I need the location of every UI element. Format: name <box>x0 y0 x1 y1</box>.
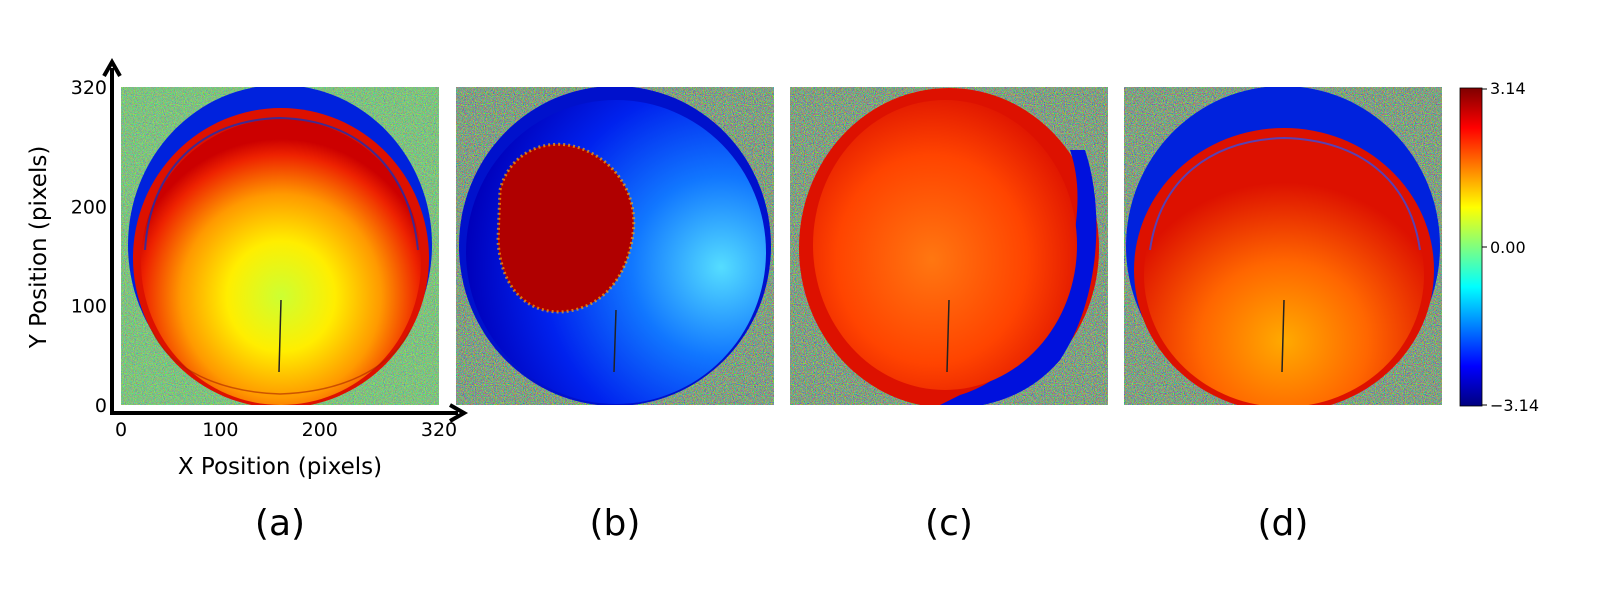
panel-d-image <box>1124 87 1442 405</box>
x-tick-label: 200 <box>302 419 338 441</box>
colorbar-gradient <box>1459 87 1483 407</box>
y-tick-labels: 0 100 200 320 <box>71 77 107 417</box>
colorbar-tick-min: −3.14 <box>1490 396 1539 415</box>
y-axis-title: Y Position (pixels) <box>26 146 52 350</box>
panel-label-d: (d) <box>1258 503 1309 544</box>
panel-label-c: (c) <box>925 503 973 544</box>
colorbar-tick-max: 3.14 <box>1490 79 1526 98</box>
y-tick-label: 320 <box>71 77 107 99</box>
panel-c-image <box>790 87 1108 405</box>
panel-label-b: (b) <box>590 503 641 544</box>
x-axis-title: X Position (pixels) <box>178 454 382 480</box>
x-tick-labels: 0 100 200 320 <box>115 419 457 441</box>
y-tick-label: 100 <box>71 296 107 318</box>
y-tick-label: 0 <box>95 395 107 417</box>
panel-label-a: (a) <box>255 503 305 544</box>
axes <box>102 57 469 423</box>
y-tick-label: 200 <box>71 196 107 218</box>
x-tick-label: 0 <box>115 419 127 441</box>
x-tick-label: 320 <box>421 419 457 441</box>
panel-a-image <box>121 87 439 405</box>
x-tick-label: 100 <box>202 419 238 441</box>
colorbar <box>1459 87 1487 407</box>
colorbar-tick-mid: 0.00 <box>1490 238 1526 257</box>
panel-b-image <box>456 87 774 405</box>
